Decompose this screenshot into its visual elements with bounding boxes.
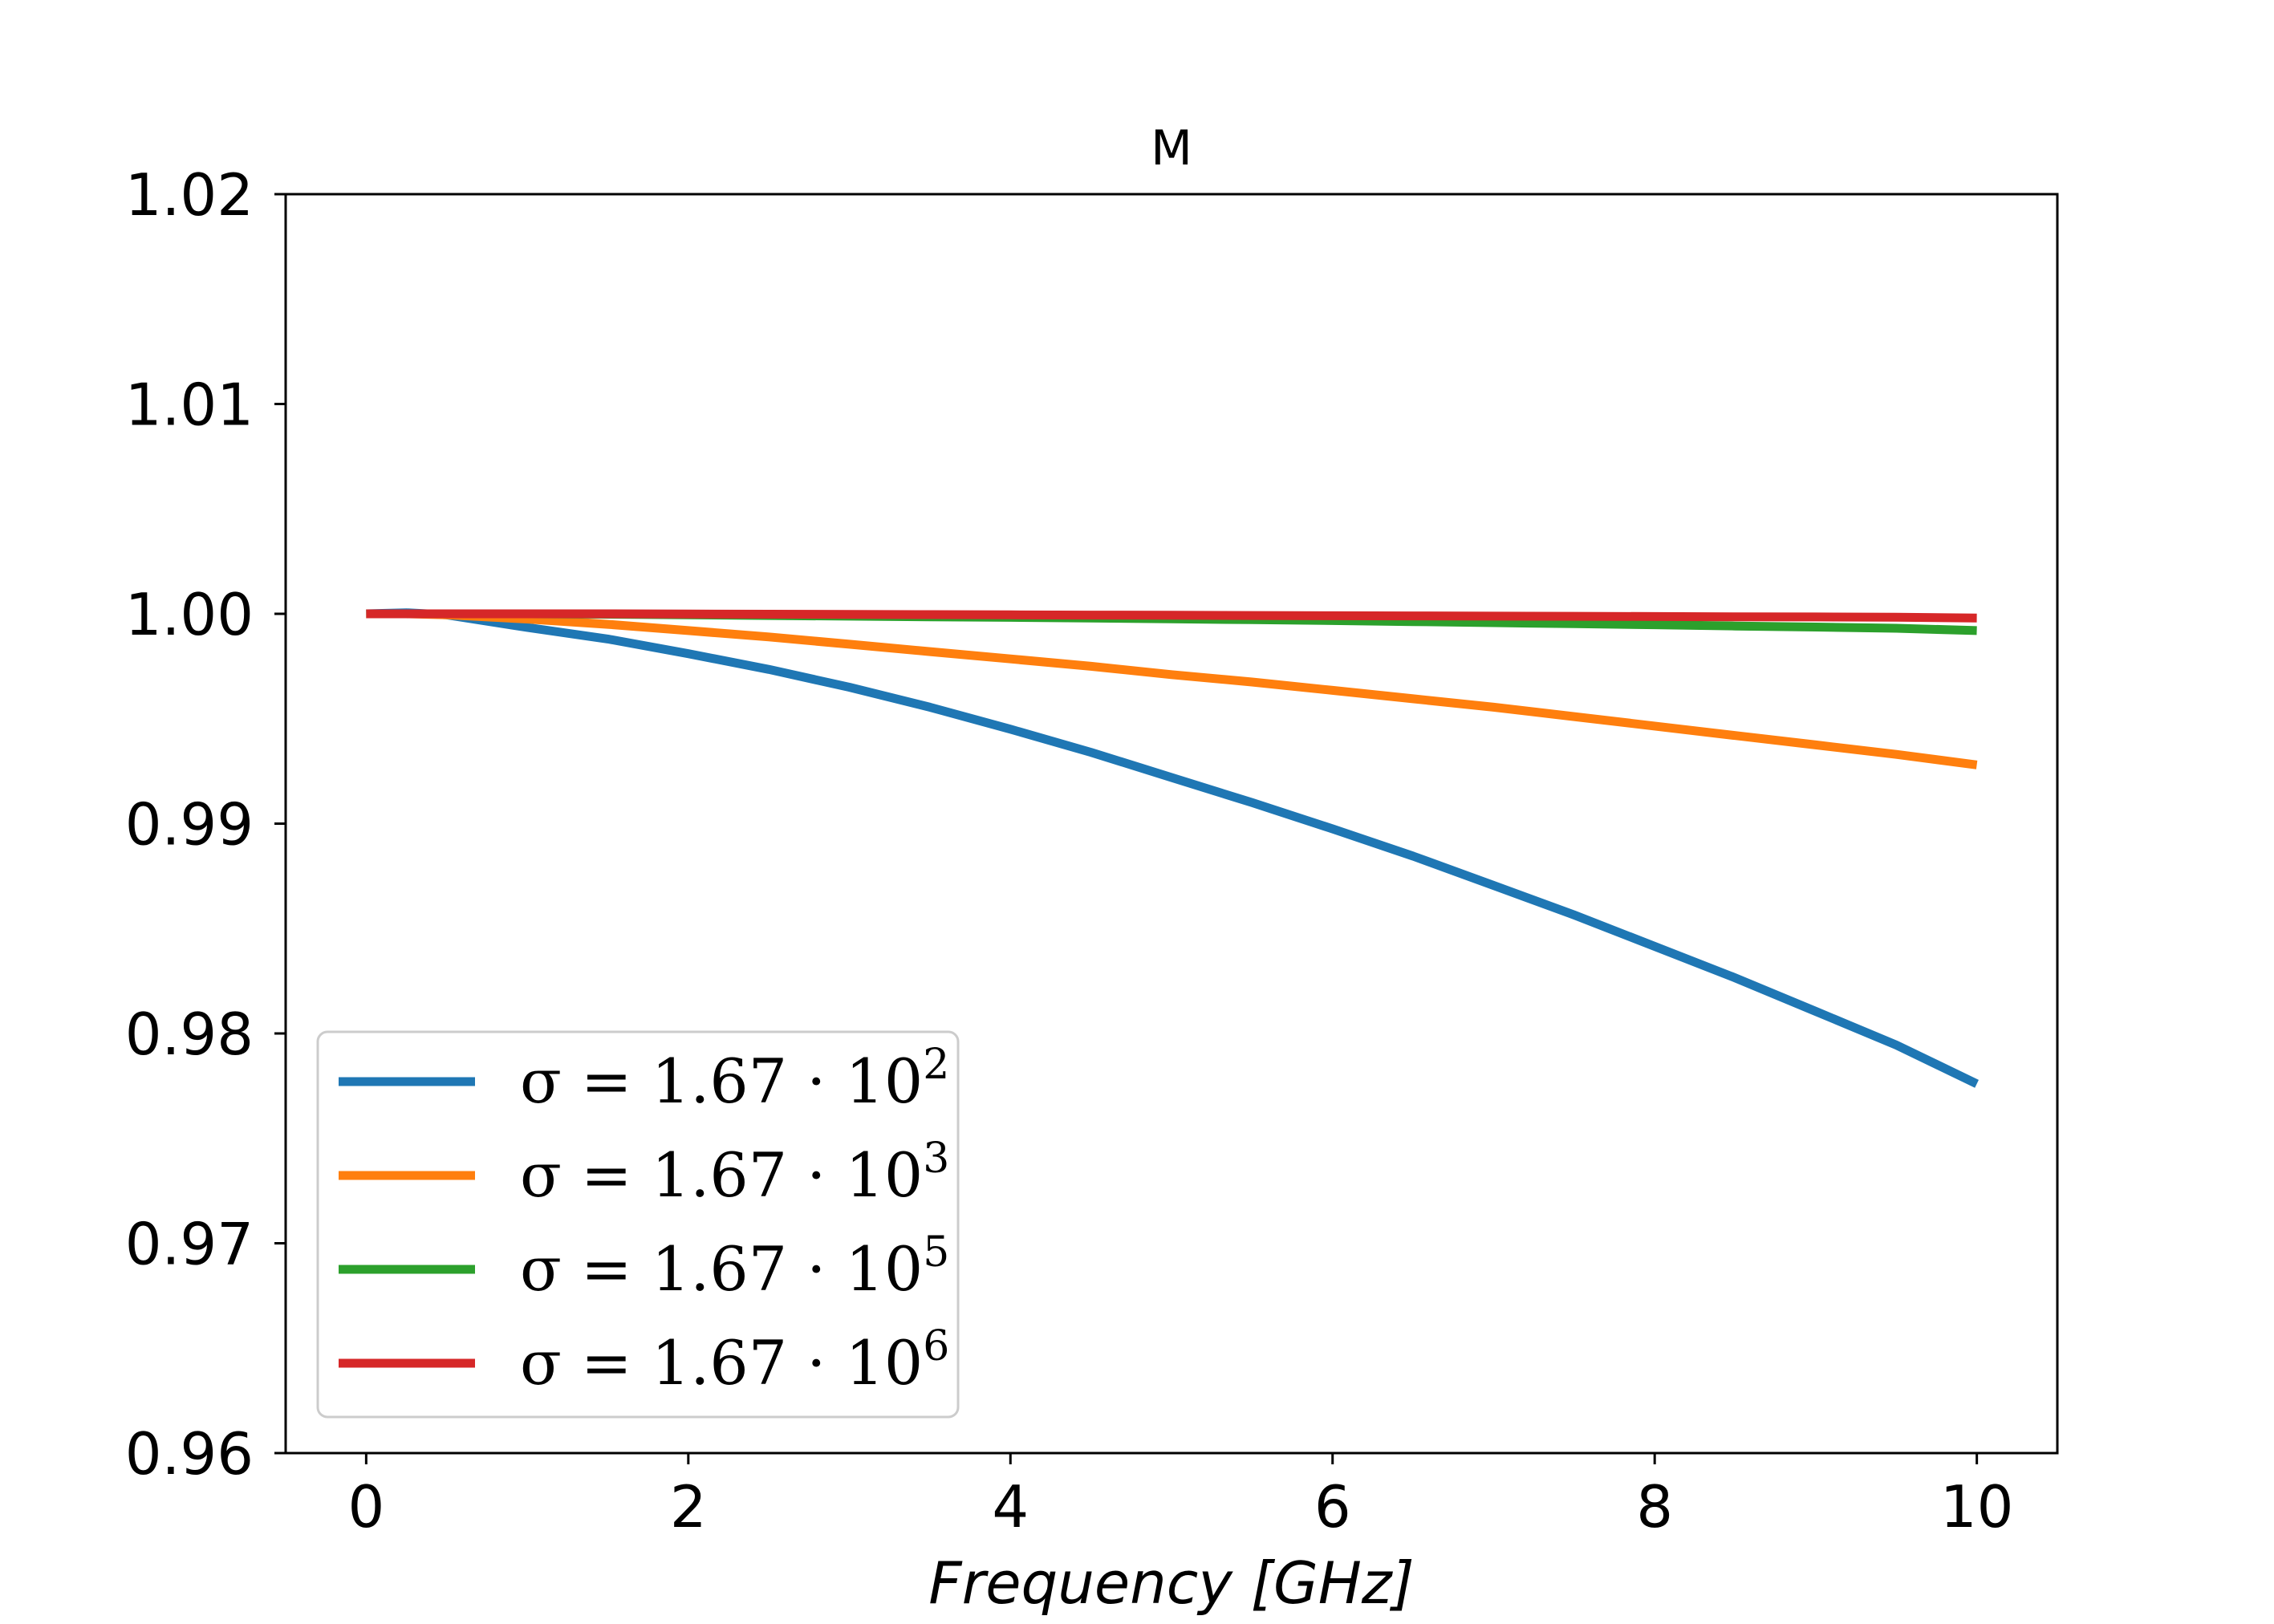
series-line-4	[366, 609, 1977, 623]
legend-label-1: σ = 1.67 · 102	[520, 1041, 949, 1117]
legend-label-exponent: 3	[923, 1135, 949, 1183]
x-tick-label: 6	[1314, 1473, 1351, 1541]
y-tick-label: 0.98	[125, 1001, 254, 1068]
series-layer	[366, 608, 1979, 1088]
y-tick-label: 1.01	[125, 371, 254, 439]
x-tick-label: 10	[1940, 1473, 2014, 1541]
x-axis-label: Frequency [GHz]	[928, 1549, 1415, 1617]
legend-label-exponent: 5	[923, 1228, 949, 1277]
legend-label-text: σ = 1.67 · 10	[520, 1045, 923, 1117]
y-tick-label: 1.00	[125, 581, 254, 648]
legend-label-exponent: 2	[923, 1041, 949, 1089]
legend-label-3: σ = 1.67 · 105	[520, 1228, 949, 1305]
x-tick-label: 8	[1636, 1473, 1673, 1541]
y-tick-label: 0.96	[125, 1420, 254, 1488]
axes-layer: 0 2 4 6 8 10 0.96 0.97 0.98 0.99 1.00 1.01 1.02	[125, 161, 2059, 1541]
legend-box	[316, 1030, 960, 1419]
legend-label-4: σ = 1.67 · 106	[520, 1322, 949, 1399]
y-tick-label: 1.02	[125, 161, 254, 229]
chart-title: M	[1151, 120, 1192, 177]
legend-label-2: σ = 1.67 · 103	[520, 1135, 949, 1211]
series-line-1	[366, 608, 1979, 1088]
legend-label-text: σ = 1.67 · 10	[520, 1327, 923, 1399]
y-tick-label: 0.99	[125, 791, 254, 859]
legend-label-text: σ = 1.67 · 10	[520, 1233, 923, 1305]
y-tick-label: 0.97	[125, 1211, 254, 1278]
x-tick-label: 4	[992, 1473, 1029, 1541]
x-tick-label: 0	[347, 1473, 384, 1541]
series-line-2	[366, 609, 1978, 769]
legend-label-text: σ = 1.67 · 10	[520, 1139, 923, 1211]
legend-label-exponent: 6	[923, 1322, 949, 1370]
x-tick-label: 2	[670, 1473, 707, 1541]
